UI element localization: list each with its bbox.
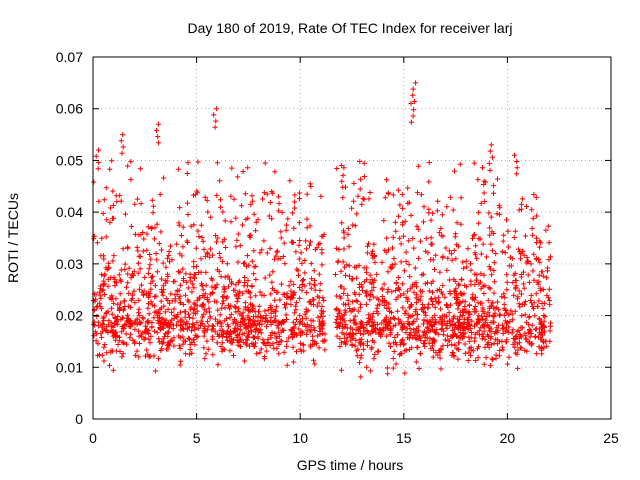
y-axis-label: ROTI / TECUs <box>5 193 21 283</box>
roti-series-markers <box>90 80 554 380</box>
chart-title: Day 180 of 2019, Rate Of TEC Index for r… <box>187 20 512 36</box>
grid-lines <box>93 57 611 419</box>
y-tick-label: 0 <box>75 411 83 427</box>
x-tick-label: 15 <box>396 430 412 446</box>
y-tick-label: 0.04 <box>56 204 83 220</box>
y-tick-label: 0.05 <box>56 152 83 168</box>
y-tick-label: 0.03 <box>56 256 83 272</box>
axis-ticks <box>92 56 612 420</box>
x-tick-label: 5 <box>193 430 201 446</box>
x-tick-label: 0 <box>89 430 97 446</box>
y-tick-label: 0.07 <box>56 49 83 65</box>
y-tick-label: 0.01 <box>56 359 83 375</box>
x-tick-label: 20 <box>500 430 516 446</box>
data-points <box>90 80 554 380</box>
y-tick-labels: 0 0.01 0.02 0.03 0.04 0.05 0.06 0.07 <box>56 49 83 427</box>
x-tick-label: 25 <box>603 430 619 446</box>
y-tick-label: 0.02 <box>56 308 83 324</box>
y-tick-label: 0.06 <box>56 101 83 117</box>
plot-frame <box>92 56 612 420</box>
x-tick-label: 10 <box>292 430 308 446</box>
x-tick-labels: 0 5 10 15 20 25 <box>89 430 619 446</box>
x-axis-label: GPS time / hours <box>297 457 404 473</box>
